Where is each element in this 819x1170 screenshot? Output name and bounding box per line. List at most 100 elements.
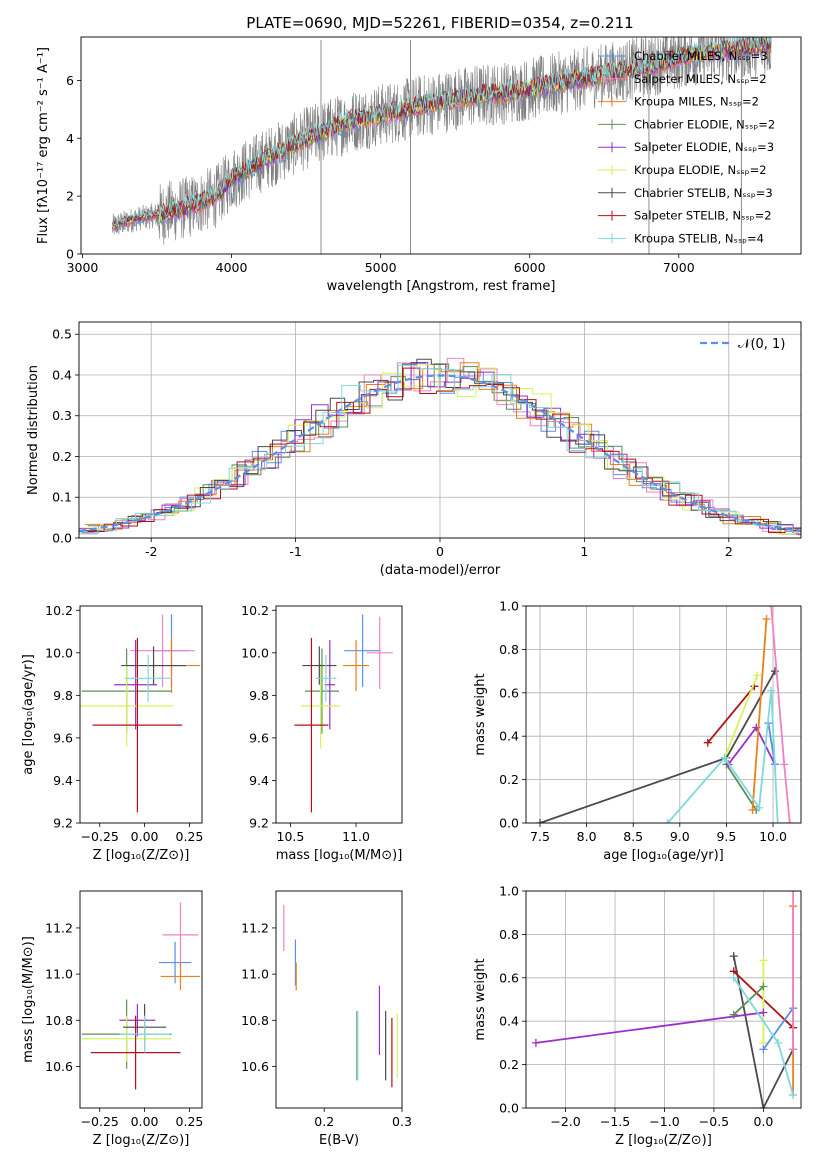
y-tick-label: 11.0 — [241, 967, 269, 982]
x-tick-label: 10.5 — [277, 829, 305, 844]
y-tick-label: 9.6 — [249, 730, 269, 745]
weight-marker-salpeter_stelib — [703, 738, 712, 747]
weight-line-salpeter_miles — [770, 606, 791, 823]
x-tick-label: 3000 — [67, 260, 99, 275]
y-tick-label: 9.8 — [249, 688, 269, 703]
weight-marker-salpeter_elodie — [759, 1008, 768, 1017]
y-tick-label: 0.4 — [499, 1014, 519, 1029]
weight-marker-kroupa_stelib — [773, 819, 782, 823]
y-tick-label: 0.6 — [499, 685, 519, 700]
x-tick-label: 8.5 — [623, 829, 643, 844]
x-tick-label: -1 — [289, 544, 301, 559]
histogram-step-kroupa_stelib — [79, 364, 801, 535]
x-tick-label: −0.25 — [81, 829, 119, 844]
x-axis-label: (data-model)/error — [380, 563, 501, 578]
x-tick-label: 0.3 — [392, 1114, 412, 1129]
errorbars — [294, 614, 393, 813]
x-tick-label: 0.25 — [176, 829, 204, 844]
y-tick-label: 0.0 — [499, 1101, 519, 1116]
residual-steps — [79, 357, 801, 536]
x-tick-label: −1.5 — [600, 1114, 630, 1129]
x-tick-label: 10.0 — [759, 829, 787, 844]
weight-marker-kroupa_stelib — [767, 686, 776, 695]
x-tick-label: −0.25 — [81, 1114, 119, 1129]
x-tick-label: 7.5 — [530, 829, 550, 844]
y-tick-label: 0.3 — [52, 408, 72, 423]
y-axis-label: mass weight — [473, 958, 488, 1040]
axes-frame — [275, 605, 403, 824]
y-tick-label: 6 — [66, 73, 74, 88]
weight-marker-chabrier_stelib — [759, 1104, 768, 1108]
weight-marker-chabrier_stelib — [535, 819, 544, 823]
y-tick-label: 0.2 — [52, 449, 72, 464]
weight-marker-chabrier_stelib — [770, 667, 779, 676]
gaussian-curve — [79, 374, 801, 532]
weight-line-chabrier_stelib — [732, 955, 794, 1108]
weight-marker-salpeter_miles — [789, 1045, 798, 1054]
weight-marker-salpeter_miles — [789, 891, 798, 895]
y-tick-label: 9.2 — [53, 816, 73, 831]
x-tick-label: 0.00 — [131, 1114, 159, 1129]
weight-marker-kroupa_elodie — [753, 671, 762, 680]
errorbars — [283, 904, 398, 1088]
histogram-step-salpeter_elodie — [79, 362, 801, 535]
axes-frame — [79, 890, 203, 1109]
weight-lines — [531, 891, 798, 1108]
x-axis-label: wavelength [Angstrom, rest frame] — [327, 279, 556, 294]
weight-line-salpeter_elodie — [535, 1011, 764, 1044]
weight-marker-kroupa_elodie — [759, 956, 768, 965]
weight-marker-salpeter_miles — [785, 819, 794, 823]
y-tick-label: 10.2 — [45, 603, 73, 618]
x-axis-label: mass [log₁₀(M/M⊙)] — [276, 848, 403, 863]
y-tick-label: 0.6 — [499, 970, 519, 985]
x-tick-label: 9.0 — [670, 829, 690, 844]
weight-line-kroupa_stelib — [667, 690, 779, 823]
axes-frame — [275, 890, 403, 1109]
x-tick-label: 0.25 — [176, 1114, 204, 1129]
legend-label: Salpeter ELODIE, Nₛₛₚ=3 — [634, 140, 774, 154]
x-tick-label: 5000 — [365, 260, 397, 275]
weight-lines — [535, 606, 794, 823]
weight-marker-kroupa_stelib — [755, 803, 764, 812]
y-tick-label: 11.2 — [241, 920, 269, 935]
spectrum-lines — [111, 37, 772, 254]
weight-marker-salpeter_elodie — [531, 1038, 540, 1047]
y-tick-label: 10.0 — [45, 645, 73, 660]
x-tick-label: 0.0 — [753, 1114, 773, 1129]
y-axis-label: Normed distribution — [26, 365, 41, 495]
weight-marker-salpeter_miles — [780, 760, 789, 769]
legend-label: Chabrier STELIB, Nₛₛₚ=3 — [634, 186, 773, 200]
y-tick-label: 1.0 — [499, 599, 519, 614]
weight-line-chabrier_miles — [762, 1007, 794, 1050]
y-tick-label: 10.8 — [241, 1013, 269, 1028]
y-tick-label: 9.4 — [249, 773, 269, 788]
weight-marker-salpeter_miles — [767, 606, 776, 610]
x-tick-label: 0.2 — [314, 1114, 334, 1129]
x-tick-label: 9.5 — [716, 829, 736, 844]
y-tick-label: 1.0 — [499, 884, 519, 899]
x-tick-label: 4000 — [216, 260, 248, 275]
y-tick-label: 0 — [66, 247, 74, 262]
plot-layer: 3000 4000 5000 6000 7000 0 2 4 6 wavelength [Angs… — [21, 36, 802, 1148]
x-axis-label: age [log₁₀(age/yr)] — [603, 848, 724, 863]
y-tick-label: 10.6 — [45, 1059, 73, 1074]
errorbars — [80, 614, 201, 813]
x-tick-label: 11.0 — [342, 829, 370, 844]
weight-marker-chabrier_elodie — [759, 982, 768, 991]
y-tick-label: 0.5 — [52, 327, 72, 342]
y-tick-label: 2 — [66, 189, 74, 204]
y-tick-label: 9.2 — [249, 816, 269, 831]
weight-marker-kroupa_miles — [748, 805, 757, 814]
legend-label: Kroupa ELODIE, Nₛₛₚ=2 — [634, 163, 767, 177]
y-tick-label: 9.6 — [53, 730, 73, 745]
y-axis-label: Flux [fλ10⁻¹⁷ erg cm⁻² s⁻¹ A⁻¹] — [36, 47, 51, 244]
model-spectrum-line-kroupa_stelib — [111, 37, 771, 226]
x-tick-label: −0.5 — [699, 1114, 729, 1129]
y-tick-label: 0.4 — [52, 367, 72, 382]
weight-marker-kroupa_miles — [762, 615, 771, 624]
y-tick-label: 11.0 — [45, 967, 73, 982]
legend-label: Chabrier MILES, Nₛₛₚ=3 — [634, 49, 768, 63]
x-tick-label: 8.0 — [577, 829, 597, 844]
legend-label: Salpeter MILES, Nₛₛₚ=2 — [634, 72, 767, 86]
